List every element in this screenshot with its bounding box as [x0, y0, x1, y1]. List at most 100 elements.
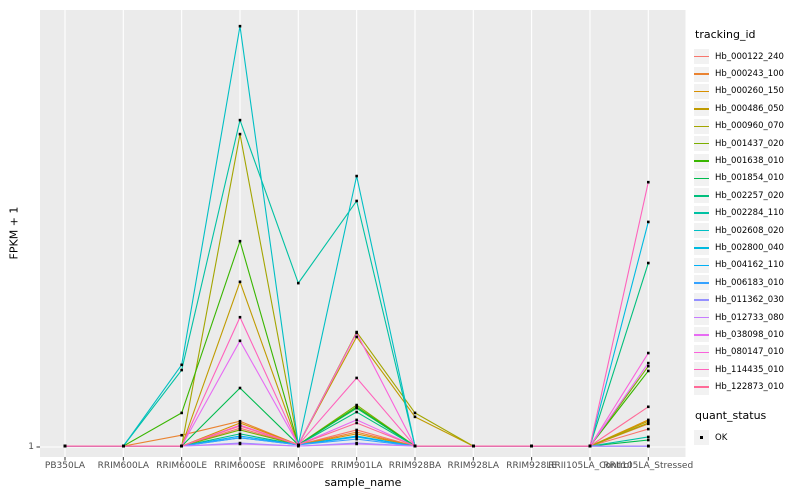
legend-line-swatch — [694, 229, 709, 232]
legend-line-swatch — [694, 264, 709, 267]
legend-item-label: Hb_002800_040 — [715, 242, 784, 253]
data-point-marker — [238, 424, 242, 428]
data-point-marker — [238, 339, 242, 343]
data-point-marker — [297, 281, 300, 285]
legend-item-label: Hb_002257_020 — [715, 190, 784, 201]
x-tick-label: RRIM928LA — [447, 461, 500, 471]
data-point-marker — [238, 386, 242, 390]
legend-line-swatch — [694, 247, 709, 249]
legend-item-Hb_012733_080: Hb_012733_080 — [694, 309, 798, 326]
data-point-marker — [413, 415, 417, 419]
data-point-marker — [355, 435, 358, 439]
legend-item-label: Hb_001638_010 — [715, 156, 784, 167]
data-point-marker — [647, 361, 650, 365]
data-point-marker — [238, 432, 242, 436]
data-point-marker — [355, 406, 358, 410]
legend-key — [694, 170, 709, 186]
data-point-marker — [238, 428, 242, 432]
x-axis-title: sample_name — [324, 476, 402, 489]
legend-key — [694, 310, 709, 326]
data-point-marker — [647, 435, 650, 439]
data-point-marker — [238, 24, 242, 28]
legend-item-label: Hb_011362_030 — [715, 295, 784, 306]
legend: tracking_id Hb_000122_240 Hb_000243_100 Hb… — [694, 28, 798, 446]
legend-key — [694, 136, 709, 152]
legend-key — [694, 379, 709, 395]
legend-line-swatch — [694, 299, 709, 301]
data-point-marker — [297, 443, 300, 447]
data-point-marker — [647, 364, 650, 368]
legend-item-Hb_001638_010: Hb_001638_010 — [694, 152, 798, 169]
legend-item-label: Hb_000243_100 — [715, 69, 784, 80]
data-point-marker — [647, 220, 650, 224]
x-tick-label: RRIM928LE — [506, 461, 558, 471]
data-point-marker — [413, 444, 417, 448]
legend-item-Hb_000243_100: Hb_000243_100 — [694, 65, 798, 82]
x-tick-label: RRIM901LA — [330, 461, 383, 471]
legend-key — [694, 188, 709, 204]
legend-line-swatch — [694, 368, 709, 371]
x-tick-label: PB350LA — [44, 461, 86, 471]
legend-item-label: Hb_038098_010 — [715, 329, 784, 340]
legend-line-swatch — [694, 73, 709, 75]
x-tick-label: RRIM600LE — [156, 461, 208, 471]
legend-item-Hb_002284_110: Hb_002284_110 — [694, 205, 798, 222]
data-point-marker — [355, 335, 358, 339]
legend-key-ok — [694, 430, 709, 445]
legend-key — [694, 327, 709, 343]
legend-key — [694, 257, 709, 273]
data-point-marker — [238, 436, 242, 440]
legend-item-Hb_114435_010: Hb_114435_010 — [694, 361, 798, 378]
legend-key — [694, 275, 709, 291]
legend-item-Hb_038098_010: Hb_038098_010 — [694, 326, 798, 343]
legend-key — [694, 101, 709, 117]
data-point-marker — [355, 405, 358, 409]
data-point-marker — [647, 369, 650, 373]
legend-title-tracking-id: tracking_id — [695, 28, 756, 41]
legend-line-swatch — [694, 55, 709, 58]
data-point-marker — [355, 174, 358, 178]
data-point-marker — [180, 444, 183, 448]
data-point-marker — [588, 444, 592, 448]
legend-line-swatch — [694, 334, 709, 336]
plot-panel — [40, 10, 686, 457]
data-point-marker — [355, 376, 358, 380]
data-point-marker — [647, 421, 650, 425]
legend-item-label: Hb_000260_150 — [715, 86, 784, 97]
data-point-marker — [355, 432, 358, 436]
legend-item-label: Hb_004162_110 — [715, 260, 784, 271]
data-point-marker — [530, 444, 533, 448]
legend-item-Hb_006183_010: Hb_006183_010 — [694, 274, 798, 291]
data-point-marker — [647, 427, 650, 431]
data-point-marker — [355, 331, 358, 335]
data-point-marker — [238, 434, 242, 438]
legend-item-label: Hb_012733_080 — [715, 312, 784, 323]
legend-line-swatch — [694, 195, 709, 197]
legend-key — [694, 240, 709, 256]
legend-item-Hb_080147_010: Hb_080147_010 — [694, 344, 798, 361]
data-point-marker — [238, 315, 242, 319]
legend-item-Hb_001437_020: Hb_001437_020 — [694, 135, 798, 152]
legend-line-swatch — [694, 212, 709, 214]
legend-key — [694, 153, 709, 169]
data-point-marker — [355, 442, 358, 446]
data-point-marker — [238, 280, 242, 284]
data-point-marker — [238, 426, 242, 430]
legend-key — [694, 83, 709, 99]
data-point-marker — [647, 418, 650, 422]
data-point-marker — [238, 118, 242, 122]
legend-item-ok: OK — [694, 429, 798, 446]
data-point-marker — [413, 411, 417, 415]
y-axis-title: FPKM + 1 — [7, 206, 21, 260]
legend-item-label: OK — [715, 432, 728, 443]
legend-line-swatch — [694, 90, 709, 93]
x-tick-label: RRIM600PE — [272, 461, 324, 471]
legend-line-swatch — [694, 177, 709, 180]
data-point-marker — [238, 421, 242, 425]
data-point-marker — [355, 410, 358, 414]
legend-key — [694, 344, 709, 360]
legend-key — [694, 205, 709, 221]
legend-line-swatch — [694, 386, 709, 388]
